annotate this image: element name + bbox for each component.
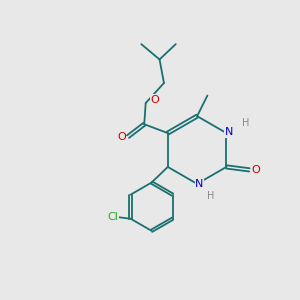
Text: H: H <box>242 118 249 128</box>
Text: H: H <box>207 191 214 201</box>
Text: O: O <box>151 94 160 104</box>
Text: O: O <box>117 132 126 142</box>
Text: N: N <box>195 179 204 190</box>
Text: N: N <box>225 128 233 137</box>
Text: Cl: Cl <box>108 212 118 222</box>
Text: O: O <box>251 165 260 175</box>
